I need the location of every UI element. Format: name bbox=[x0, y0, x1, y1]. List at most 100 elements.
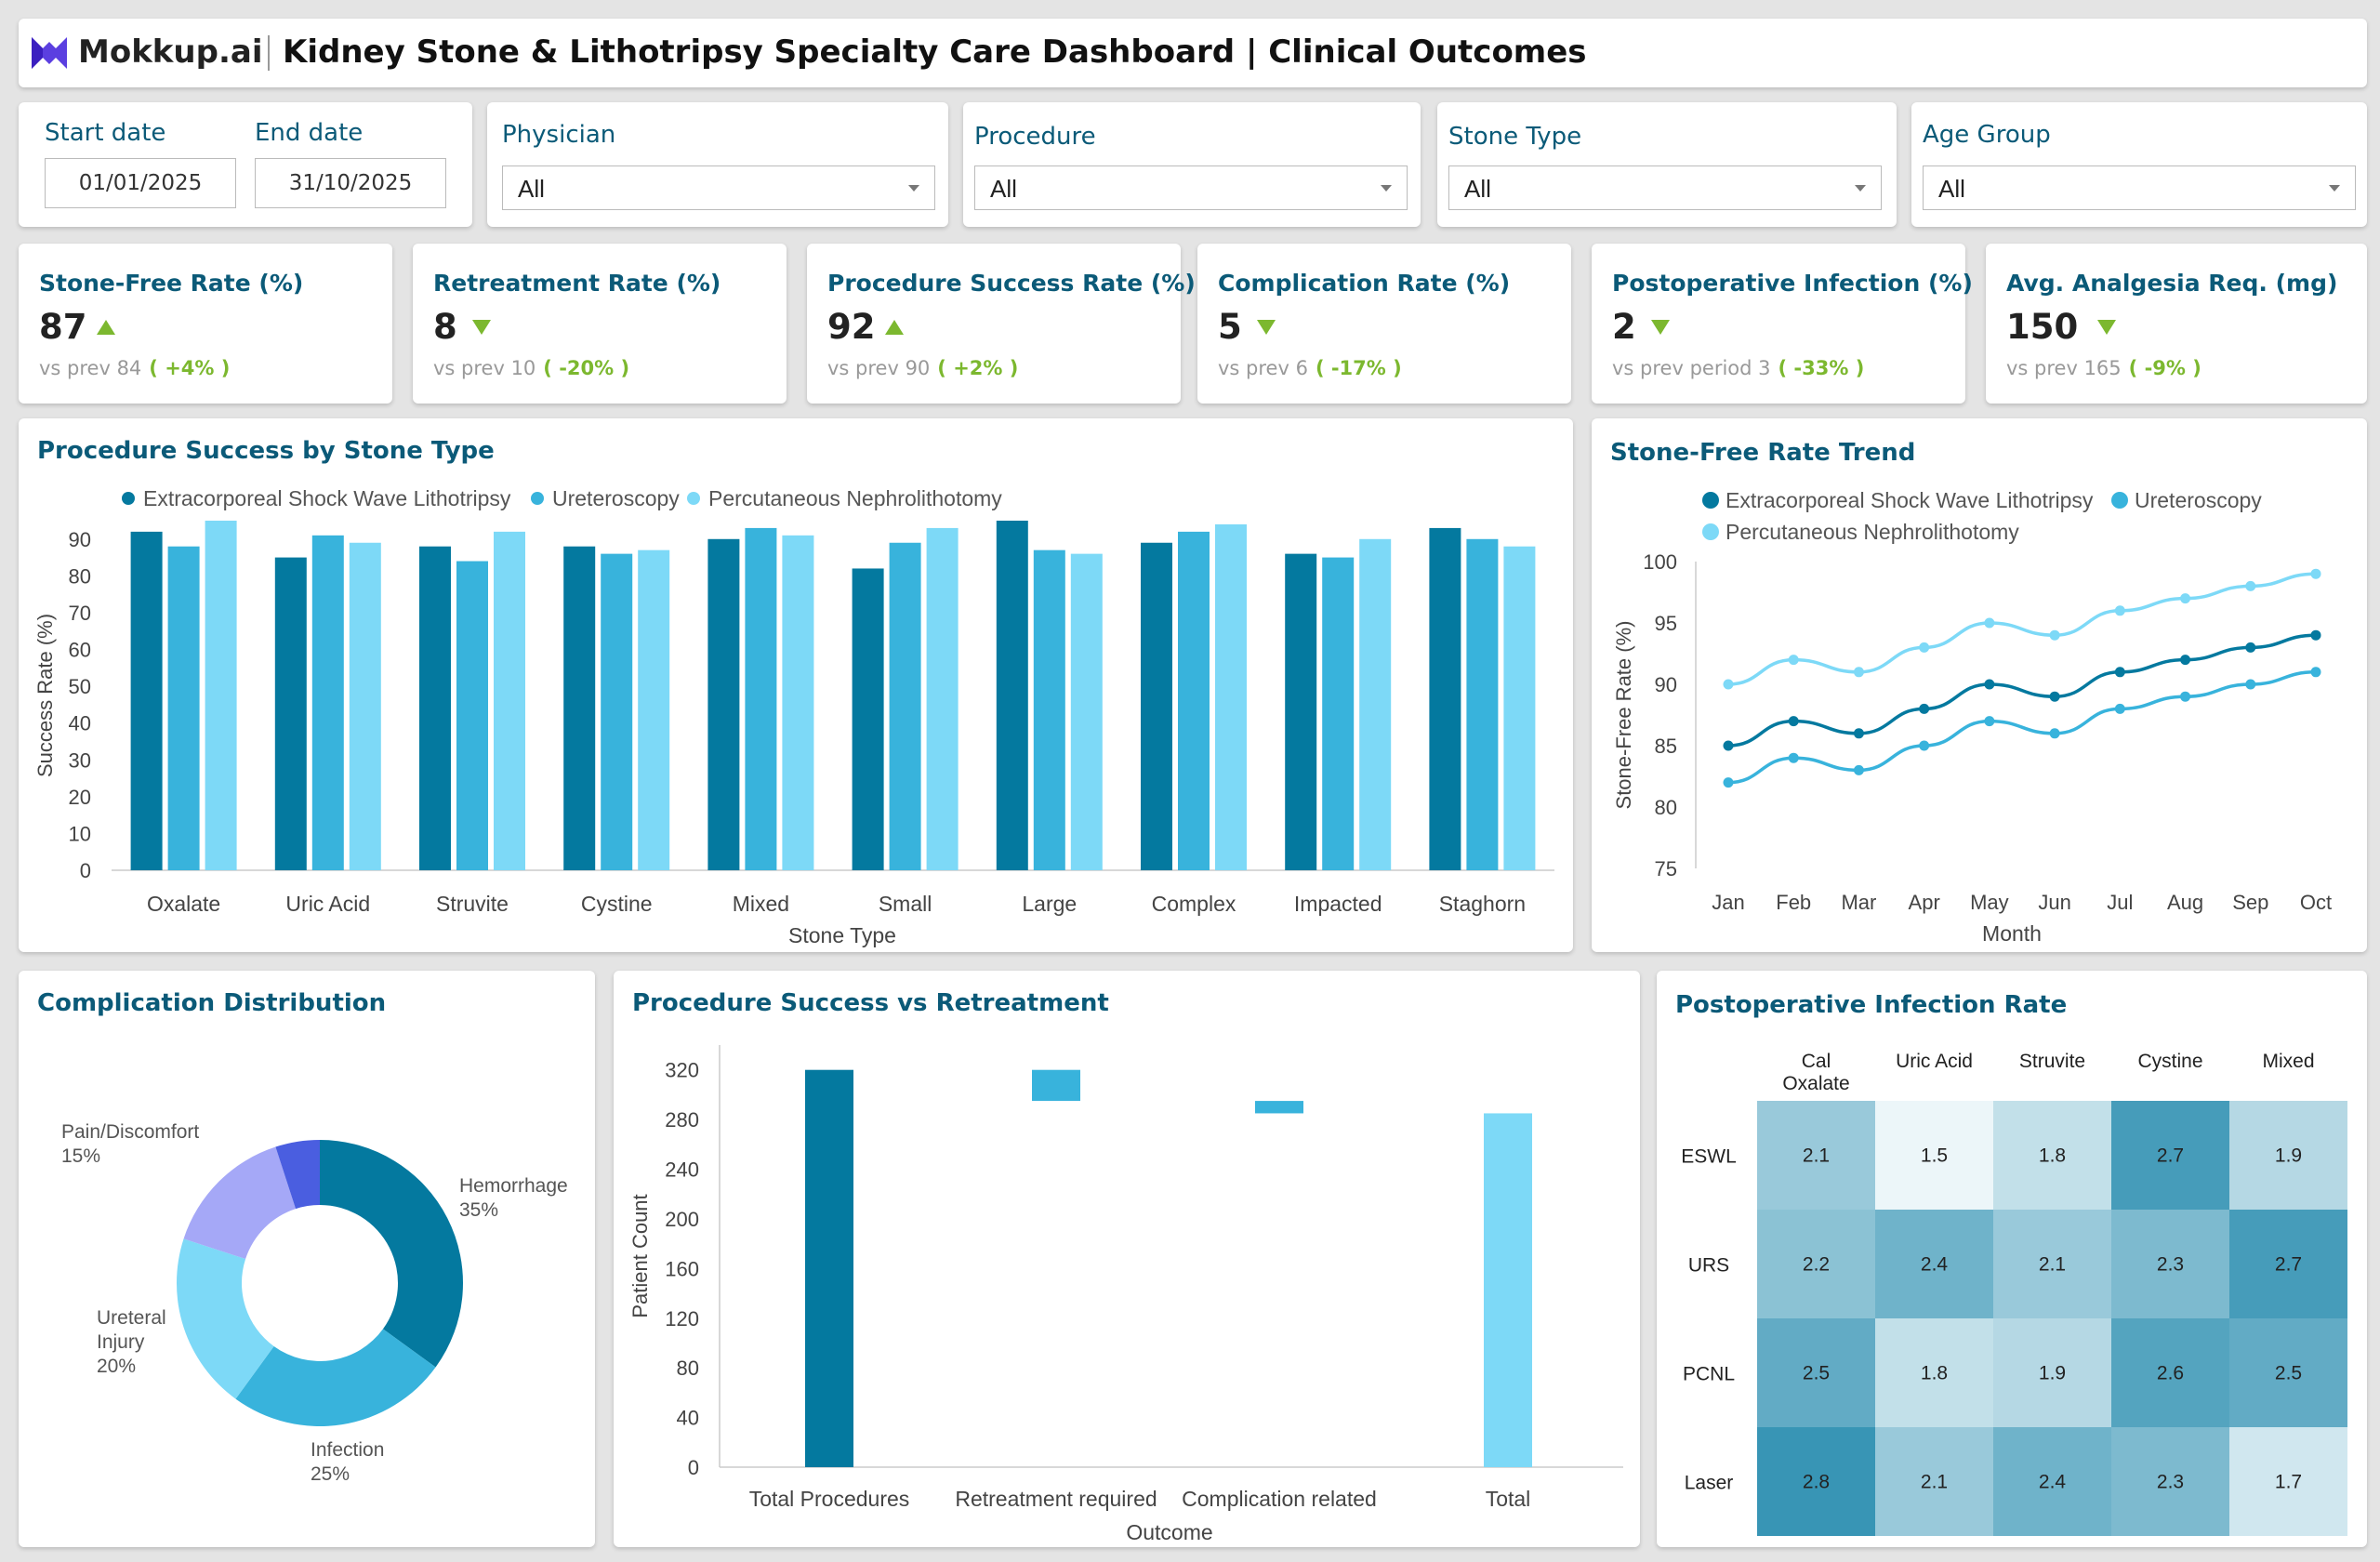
end-date-input[interactable]: 31/10/2025 bbox=[255, 158, 446, 208]
data-point bbox=[1919, 740, 1930, 751]
bar-impacted bbox=[1359, 538, 1392, 870]
y-tick-label: 90 bbox=[69, 528, 91, 551]
x-tick-label: Jan bbox=[1712, 891, 1744, 914]
legend-label: Extracorporeal Shock Wave Lithotripsy bbox=[143, 486, 511, 510]
x-tick-label: Complex bbox=[1152, 892, 1236, 916]
heatmap-cell bbox=[1757, 1318, 1875, 1427]
kpi-prev-value: vs prev 165 bbox=[2006, 357, 2122, 379]
data-point bbox=[2049, 728, 2060, 739]
legend-marker bbox=[531, 492, 544, 505]
kpi-procedure-success-rate: Procedure Success Rate (%) 92 vs prev 90… bbox=[807, 244, 1196, 404]
kpi-change: ( -33% ) bbox=[1778, 357, 1865, 379]
bar-mixed bbox=[707, 538, 740, 870]
kpi-value: 87 bbox=[39, 307, 87, 347]
page-title: Kidney Stone & Lithotripsy Specialty Car… bbox=[283, 33, 1587, 71]
age-group-select-value: All bbox=[1938, 175, 1965, 203]
data-point bbox=[1723, 740, 1734, 751]
mokkup-logo-icon bbox=[32, 37, 67, 69]
physician-filter-card: Physician All bbox=[487, 102, 948, 227]
y-tick-label: 160 bbox=[665, 1257, 699, 1280]
kpi-comparison: vs prev 6 ( -17% ) bbox=[1218, 357, 1402, 379]
y-tick-label: 80 bbox=[677, 1357, 699, 1380]
bar-small bbox=[926, 527, 959, 870]
y-tick-label: 100 bbox=[1643, 550, 1677, 574]
bar-large bbox=[1033, 549, 1065, 870]
chevron-down-icon bbox=[1381, 185, 1392, 192]
bar-mixed bbox=[782, 535, 814, 870]
data-point bbox=[1984, 679, 1995, 690]
x-tick-label: Apr bbox=[1909, 891, 1940, 914]
kpi-prev-value: vs prev 10 bbox=[433, 357, 536, 379]
stone-type-label: Stone Type bbox=[1448, 123, 1582, 151]
cell-value: 1.5 bbox=[1921, 1145, 1948, 1167]
bar-uric-acid bbox=[349, 542, 381, 870]
series-line bbox=[1727, 572, 2317, 686]
slice-label: Hemorrhage bbox=[459, 1175, 568, 1197]
data-point bbox=[1788, 752, 1799, 763]
y-tick-label: 80 bbox=[69, 564, 91, 588]
kpi-comparison: vs prev 165 ( -9% ) bbox=[2006, 357, 2202, 379]
data-point bbox=[1723, 679, 1734, 690]
legend-marker bbox=[687, 492, 700, 505]
y-tick-label: 80 bbox=[1655, 796, 1677, 819]
x-tick-label: Sep bbox=[2232, 891, 2268, 914]
chart-title: Postoperative Infection Rate bbox=[1675, 991, 2068, 1019]
bar-oxalate bbox=[205, 521, 237, 870]
stone-type-select[interactable]: All bbox=[1448, 165, 1882, 210]
procedure-success-card: Procedure Success by Stone Type Extracor… bbox=[19, 418, 1573, 952]
kpi-change: ( +2% ) bbox=[937, 357, 1019, 379]
kpi-change: ( +4% ) bbox=[149, 357, 231, 379]
success-vs-retreatment-card: Procedure Success vs Retreatment 0 40 80 12… bbox=[614, 971, 1640, 1547]
bar-struvite bbox=[419, 546, 451, 870]
y-tick-label: 200 bbox=[665, 1208, 699, 1231]
physician-select[interactable]: All bbox=[502, 165, 935, 210]
row-label: Laser bbox=[1685, 1473, 1734, 1494]
data-point bbox=[2049, 629, 2060, 641]
age-group-select[interactable]: All bbox=[1923, 165, 2356, 210]
waterfall-bar bbox=[1255, 1101, 1303, 1114]
heatmap-cell bbox=[1875, 1101, 1993, 1210]
data-point bbox=[1919, 703, 1930, 714]
kpi-stone-free-rate: Stone-Free Rate (%) 87 vs prev 84 ( +4% ) bbox=[19, 244, 392, 404]
chevron-down-icon bbox=[1855, 185, 1866, 192]
procedure-success-chart: Extracorporeal Shock Wave Lithotripsy Ure… bbox=[33, 486, 1554, 947]
bar-cystine bbox=[601, 553, 633, 870]
x-tick-label: Oxalate bbox=[147, 892, 220, 916]
heatmap-cell bbox=[1993, 1101, 2111, 1210]
cell-value: 2.7 bbox=[2275, 1254, 2302, 1276]
heatmap-cell bbox=[2111, 1318, 2229, 1427]
cell-value: 2.6 bbox=[2157, 1363, 2184, 1384]
column-label: Mixed bbox=[2262, 1051, 2314, 1072]
trend-down-icon bbox=[1257, 320, 1276, 335]
x-tick-label: Feb bbox=[1776, 891, 1811, 914]
chart-title: Procedure Success vs Retreatment bbox=[632, 989, 1109, 1017]
y-tick-label: 0 bbox=[688, 1456, 699, 1479]
bar-cystine bbox=[563, 546, 596, 870]
slice-label: 15% bbox=[61, 1145, 100, 1167]
kpi-prev-value: vs prev 6 bbox=[1218, 357, 1308, 379]
x-tick-label: Mar bbox=[1841, 891, 1876, 914]
procedure-select[interactable]: All bbox=[974, 165, 1408, 210]
x-tick-label: Mixed bbox=[733, 892, 789, 916]
slice-label: Ureteral bbox=[97, 1307, 166, 1329]
start-date-input[interactable]: 01/01/2025 bbox=[45, 158, 236, 208]
bar-uric-acid bbox=[274, 557, 307, 870]
y-axis-label: Patient Count bbox=[628, 1194, 652, 1317]
stone-type-filter-card: Stone Type All bbox=[1437, 102, 1897, 227]
cell-value: 1.7 bbox=[2275, 1472, 2302, 1493]
series-line bbox=[1727, 670, 2317, 785]
y-tick-label: 95 bbox=[1655, 612, 1677, 635]
column-label: Cystine bbox=[2137, 1051, 2202, 1072]
trend-up-icon bbox=[97, 320, 115, 335]
kpi-avg-analgesia: Avg. Analgesia Req. (mg) 150 vs prev 165… bbox=[1986, 244, 2367, 404]
brand-name[interactable]: Mokkup.ai bbox=[78, 33, 263, 71]
y-tick-label: 10 bbox=[69, 822, 91, 845]
x-axis-label: Month bbox=[1982, 921, 2042, 946]
kpi-value: 5 bbox=[1218, 307, 1242, 347]
kpi-value: 150 bbox=[2006, 307, 2079, 347]
y-tick-label: 30 bbox=[69, 748, 91, 772]
y-tick-label: 60 bbox=[69, 639, 91, 662]
legend-marker bbox=[122, 492, 135, 505]
infection-heatmap-card: Postoperative Infection Rate Cal Oxalate U… bbox=[1657, 971, 2367, 1547]
